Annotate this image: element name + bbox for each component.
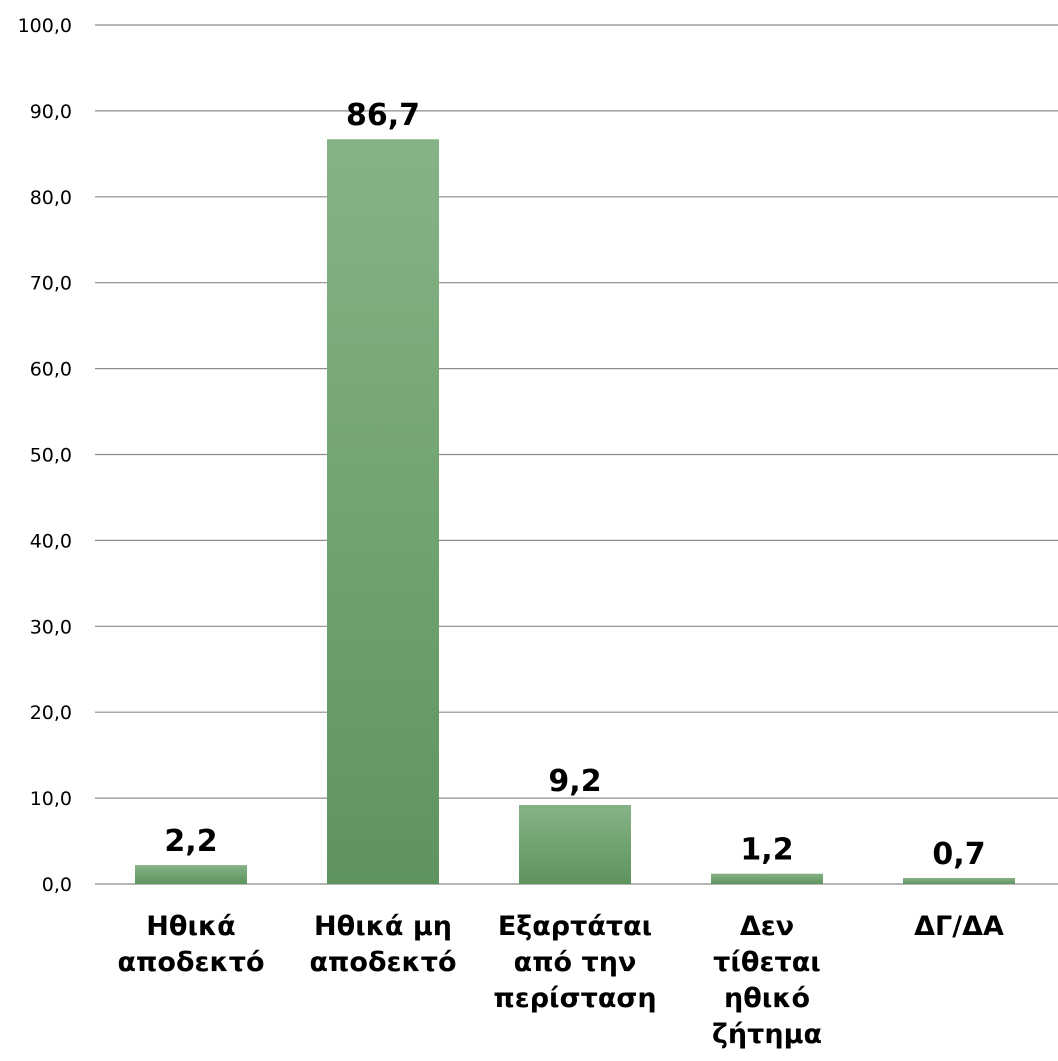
x-category-label: Δεν — [740, 911, 794, 942]
bars — [135, 139, 1015, 884]
x-category-label: ζήτημα — [712, 1019, 822, 1050]
y-tick-label: 20,0 — [30, 702, 72, 724]
bar — [519, 804, 631, 884]
y-tick-label: 90,0 — [30, 101, 72, 123]
y-tick-label: 60,0 — [30, 359, 72, 381]
data-label: 0,7 — [932, 837, 985, 872]
bar — [903, 877, 1015, 884]
data-label: 2,2 — [164, 824, 217, 859]
y-tick-label: 40,0 — [30, 530, 72, 552]
x-axis-categories: Ηθικά αποδεκτό Ηθικά μη αποδεκτό Εξαρτάται απ… — [118, 911, 1004, 1050]
x-category-label: τίθεται — [713, 947, 821, 978]
bar — [135, 865, 247, 884]
bar — [327, 139, 439, 884]
x-category-label: αποδεκτό — [310, 947, 457, 978]
data-label: 1,2 — [740, 833, 793, 868]
y-tick-label: 70,0 — [30, 273, 72, 295]
y-tick-label: 100,0 — [18, 15, 72, 37]
y-axis-ticks: 0,0 10,0 20,0 30,0 40,0 50,0 60,0 70,0 80,0 90,0 1… — [18, 15, 72, 896]
x-category-label: Ηθικά — [146, 911, 235, 942]
data-labels: 2,2 86,7 9,2 1,2 0,7 — [164, 98, 985, 872]
bar — [711, 873, 823, 884]
y-tick-label: 10,0 — [30, 788, 72, 810]
x-category-label: Εξαρτάται — [498, 911, 652, 942]
x-category-label: Ηθικά μη — [314, 911, 452, 942]
gridlines — [95, 24, 1058, 885]
data-label: 9,2 — [548, 764, 601, 799]
x-category-label: περίσταση — [493, 983, 656, 1014]
y-tick-label: 0,0 — [42, 874, 72, 896]
x-category-label: από την — [514, 947, 637, 978]
x-category-label: ΔΓ/ΔΑ — [914, 911, 1004, 942]
y-tick-label: 80,0 — [30, 187, 72, 209]
data-label: 86,7 — [346, 98, 420, 133]
x-category-label: ηθικό — [724, 983, 810, 1014]
y-tick-label: 50,0 — [30, 445, 72, 467]
y-tick-label: 30,0 — [30, 616, 72, 638]
x-category-label: αποδεκτό — [118, 947, 265, 978]
